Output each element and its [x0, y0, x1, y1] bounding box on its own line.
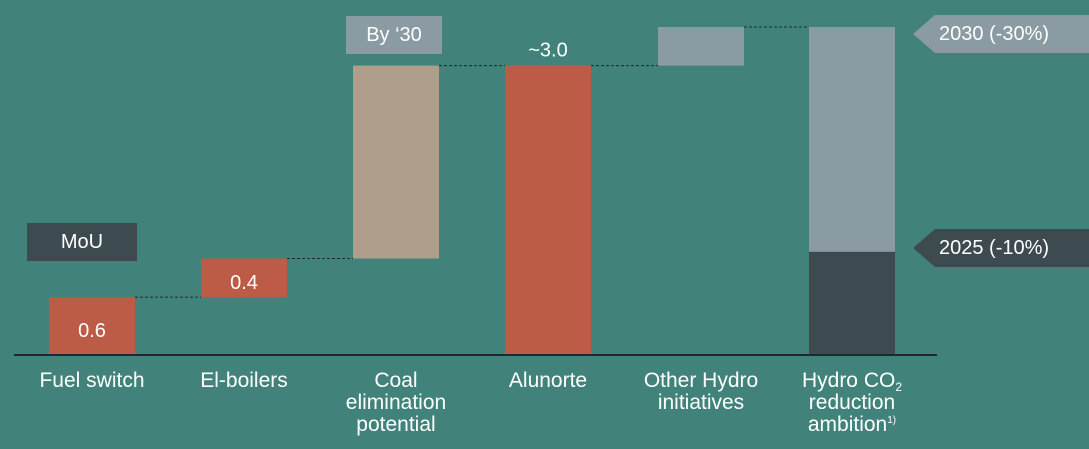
category-label-line: reduction	[808, 391, 896, 414]
value-labels-layer: 0.6 0.4 ~3.0	[78, 40, 568, 342]
category-label-line: Other Hydro	[643, 369, 759, 392]
by-30-callout: By ‘30	[346, 16, 442, 54]
value-label-1: 0.4	[230, 272, 258, 294]
category-label-line: ambition1)	[807, 413, 897, 436]
bars-layer	[49, 27, 895, 356]
bar-5-5	[809, 251, 895, 355]
category-label-3: Alunorte	[478, 370, 618, 392]
category-label-line: elimination	[345, 391, 447, 414]
bar-2-2	[353, 65, 439, 259]
target-2025-arrow-label: 2025 (-10%)	[913, 229, 1089, 267]
category-label-2: Coal elimination potential	[326, 370, 466, 436]
category-label-line: El-boilers	[200, 369, 288, 392]
bar-1-1	[201, 258, 287, 298]
category-label-line: Coal	[374, 369, 418, 392]
target-2030-arrow-label: 2030 (-30%)	[913, 15, 1089, 53]
co2-subscript: 2	[895, 380, 903, 394]
footnote-marker: 1)	[887, 415, 897, 426]
bar-0-0	[49, 297, 135, 355]
category-label-0: Fuel switch	[22, 370, 162, 392]
bar-5-6	[809, 27, 895, 252]
category-label-5: Hydro CO2 reduction ambition1)	[782, 370, 922, 436]
category-label-line: Fuel switch	[39, 369, 145, 392]
category-label-1: El-boilers	[174, 370, 314, 392]
bar-3-3	[505, 65, 591, 356]
category-label-line: Hydro CO2	[801, 369, 903, 394]
category-label-4: Other Hydro initiatives	[631, 370, 771, 414]
category-label-line: Alunorte	[508, 369, 588, 392]
value-label-3: ~3.0	[528, 40, 567, 62]
mou-callout: MoU	[27, 223, 137, 261]
connectors-layer	[135, 26, 809, 298]
bar-4-4	[658, 27, 744, 66]
category-label-line: potential	[356, 413, 436, 436]
category-label-line: initiatives	[657, 391, 745, 414]
value-label-0: 0.6	[78, 320, 106, 342]
